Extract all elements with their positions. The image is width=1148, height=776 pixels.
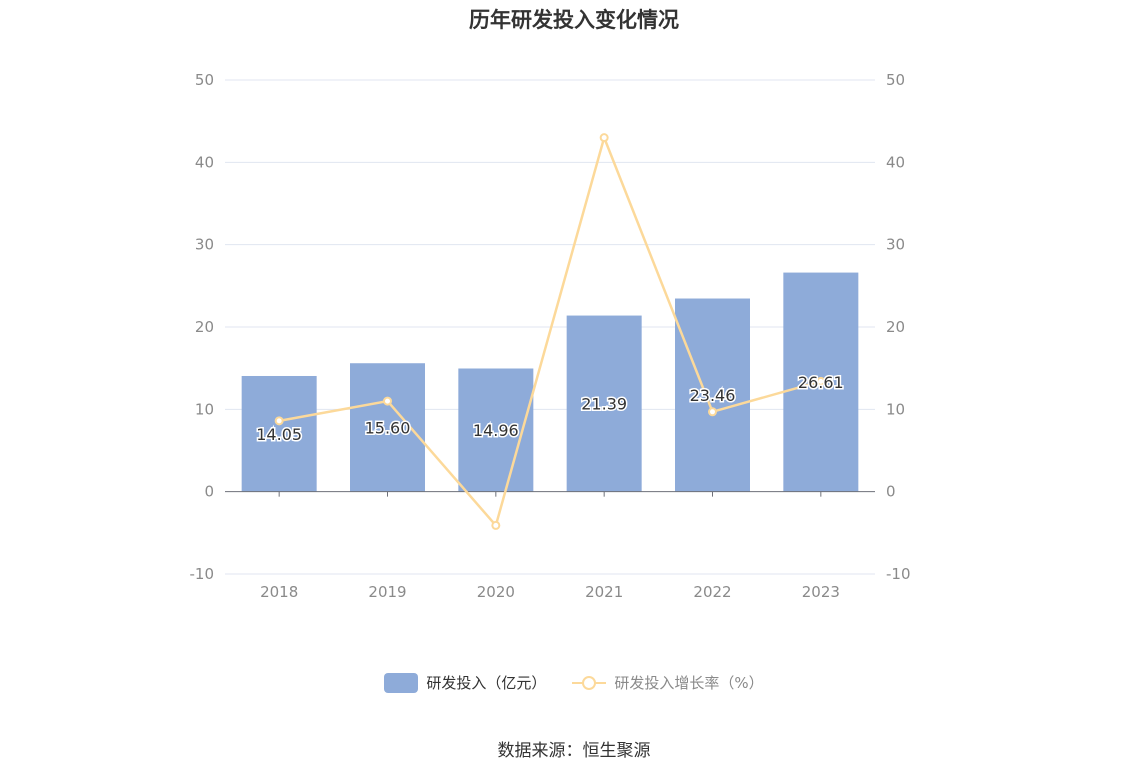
data-source: 数据来源：恒生聚源 — [497, 741, 651, 761]
legend-item-line[interactable]: 研发投入增长率（%） — [572, 672, 764, 693]
chart-legend: 研发投入（亿元） 研发投入增长率（%） — [0, 672, 1148, 693]
legend-line-swatch — [572, 675, 607, 690]
bar-value-label: 14.05 — [256, 425, 302, 444]
bar — [241, 375, 317, 492]
growth-point — [383, 396, 392, 406]
growth-point — [708, 407, 717, 417]
y2-tick-label: 20 — [886, 318, 905, 336]
bar-value-label: 26.61 — [798, 373, 844, 392]
y2-tick-label: 0 — [886, 483, 896, 501]
y-tick-label: 40 — [195, 153, 214, 171]
growth-point — [274, 416, 284, 426]
x-tick-label: 2019 — [368, 583, 406, 601]
chart-title: 历年研发投入变化情况 — [469, 8, 679, 32]
y-tick-label: 30 — [195, 236, 214, 254]
bar-value-label: 14.96 — [473, 421, 519, 440]
x-tick-label: 2022 — [693, 583, 731, 601]
bar-value-label: 21.39 — [581, 395, 627, 414]
y2-tick-label: 40 — [886, 153, 905, 171]
growth-line — [278, 133, 822, 528]
y-tick-label: 20 — [195, 318, 214, 336]
legend-item-bar[interactable]: 研发投入（亿元） — [384, 672, 546, 693]
bar — [675, 298, 750, 492]
y2-tick-label: 10 — [886, 400, 905, 418]
bar — [566, 315, 642, 492]
legend-label-bar: 研发投入（亿元） — [426, 674, 547, 692]
y2-tick-label: 50 — [886, 71, 905, 89]
x-tick-label: 2018 — [260, 583, 298, 601]
legend-bar-swatch — [384, 672, 419, 693]
bar-value-label: 15.60 — [365, 418, 411, 437]
x-tick-label: 2023 — [802, 583, 840, 601]
y2-tick-label: -10 — [886, 565, 911, 583]
growth-point — [491, 520, 501, 530]
y-tick-label: 10 — [195, 400, 214, 418]
y-tick-label: 50 — [195, 71, 214, 89]
bar — [350, 363, 425, 492]
y-tick-label: -10 — [190, 565, 215, 583]
growth-point — [599, 133, 609, 143]
x-tick-label: 2021 — [585, 583, 623, 601]
bar-value-label: 23.46 — [690, 386, 736, 405]
legend-label-line: 研发投入增长率（%） — [614, 674, 764, 692]
bar — [458, 368, 534, 492]
y2-tick-label: 30 — [886, 236, 905, 254]
y-tick-label: 0 — [204, 483, 214, 501]
growth-point — [816, 376, 826, 386]
x-tick-label: 2020 — [477, 583, 515, 601]
